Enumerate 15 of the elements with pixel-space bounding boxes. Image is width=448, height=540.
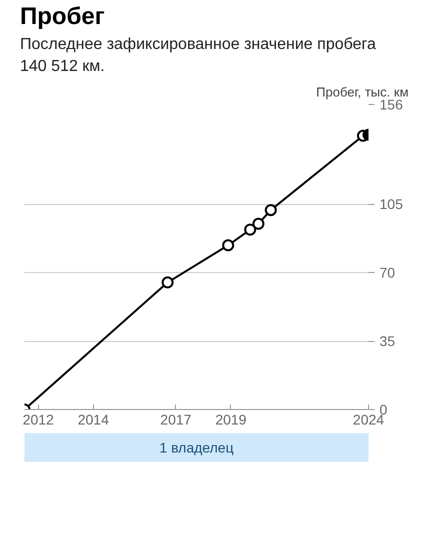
chart-title: Пробег [20,2,105,32]
y-tick-label: 105 [380,196,404,213]
point [252,218,264,230]
x-tick-label: 2017 [160,412,192,428]
y-tick-label: 35 [380,334,396,350]
x-tick-label: 2014 [78,412,110,428]
point [162,276,174,289]
x-tick-label: 2019 [215,412,247,428]
point [222,240,234,252]
x-tick-label: 2012 [22,412,54,428]
y-tick-label: 70 [380,265,396,282]
chart-subtitle: Последнее зафиксированное значение пробега 140 512 км. [20,35,377,77]
text: 1 владелец [159,440,234,456]
point [244,224,256,236]
point [264,204,277,217]
